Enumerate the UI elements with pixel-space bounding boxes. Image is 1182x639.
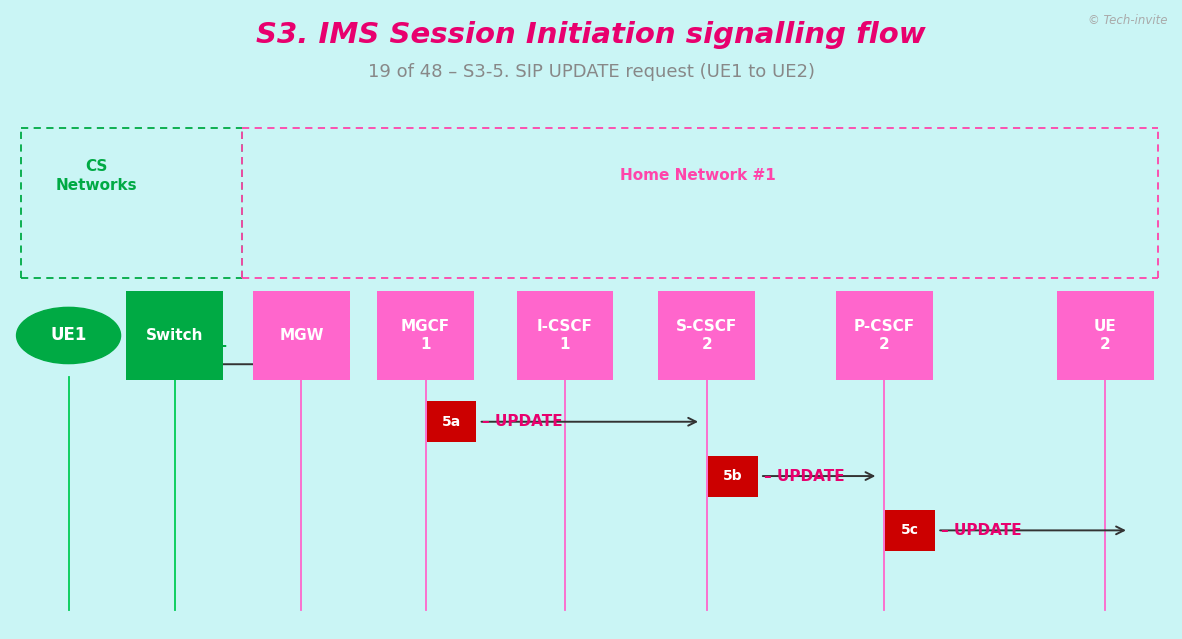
Text: – UPDATE: – UPDATE <box>941 523 1021 538</box>
Text: 19 of 48 – S3-5. SIP UPDATE request (UE1 to UE2): 19 of 48 – S3-5. SIP UPDATE request (UE1… <box>368 63 814 81</box>
Text: – UPDATE: – UPDATE <box>482 414 563 429</box>
FancyBboxPatch shape <box>126 291 223 380</box>
Text: P-CSCF
2: P-CSCF 2 <box>853 320 915 351</box>
Text: UE1: UE1 <box>51 327 86 344</box>
Text: I-CSCF
1: I-CSCF 1 <box>537 320 593 351</box>
Text: – UPDATE: – UPDATE <box>764 468 844 484</box>
Text: CS
Networks: CS Networks <box>56 159 138 192</box>
FancyBboxPatch shape <box>517 291 613 380</box>
Text: S-CSCF
2: S-CSCF 2 <box>676 320 738 351</box>
FancyBboxPatch shape <box>377 291 474 380</box>
FancyBboxPatch shape <box>1057 291 1154 380</box>
Text: MGW: MGW <box>279 328 324 343</box>
Text: 5a: 5a <box>442 415 461 429</box>
Text: Switch: Switch <box>147 328 203 343</box>
Text: © Tech-invite: © Tech-invite <box>1089 14 1168 27</box>
Text: S3. IMS Session Initiation signalling flow: S3. IMS Session Initiation signalling fl… <box>256 21 926 49</box>
Text: –COT: –COT <box>184 346 227 360</box>
FancyBboxPatch shape <box>253 291 350 380</box>
FancyBboxPatch shape <box>427 401 476 442</box>
FancyBboxPatch shape <box>708 456 758 497</box>
Text: 5b: 5b <box>723 469 742 483</box>
FancyBboxPatch shape <box>836 291 933 380</box>
FancyBboxPatch shape <box>885 510 935 551</box>
Text: Home Network #1: Home Network #1 <box>619 168 775 183</box>
Text: UE
2: UE 2 <box>1093 320 1117 351</box>
Text: MGCF
1: MGCF 1 <box>401 320 450 351</box>
FancyBboxPatch shape <box>658 291 755 380</box>
Text: 5c: 5c <box>901 523 920 537</box>
Circle shape <box>17 307 121 364</box>
